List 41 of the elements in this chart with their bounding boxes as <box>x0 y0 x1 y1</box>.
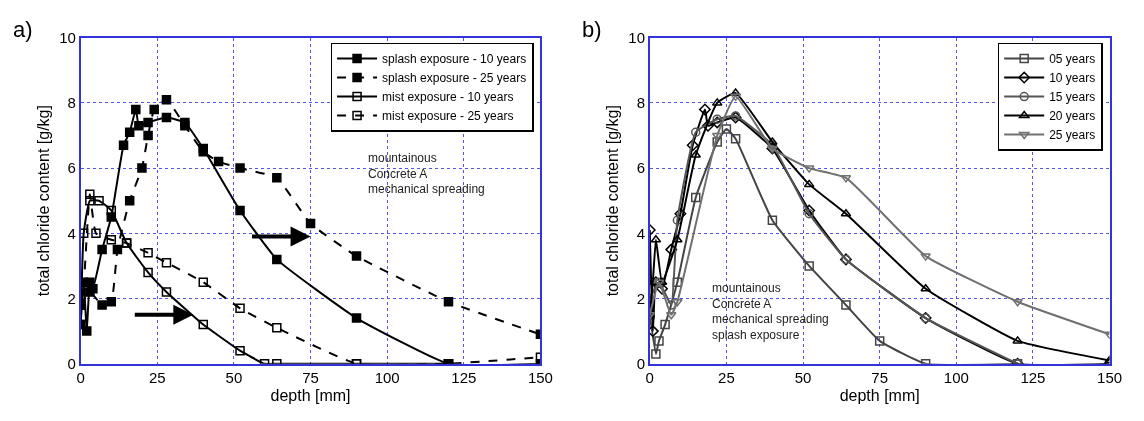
y-axis-title: total chloride content [g/kg] <box>34 105 52 297</box>
legend-label: splash exposure - 10 years <box>382 52 527 67</box>
x-axis-title: depth [mm] <box>270 386 351 404</box>
legend-label: 25 years <box>1049 128 1096 143</box>
x-tick-label: 50 <box>794 369 812 387</box>
x-tick-label: 75 <box>871 369 889 387</box>
x-tick-label: 125 <box>451 369 477 387</box>
x-tick-label: 150 <box>527 369 553 387</box>
x-tick-label: 75 <box>302 369 319 387</box>
x-tick-label: 150 <box>1097 369 1123 387</box>
y-tick-label: 2 <box>636 289 646 307</box>
y-tick-label: 4 <box>67 224 76 242</box>
y-tick-label: 10 <box>59 28 76 46</box>
legend-label: 05 years <box>1049 52 1096 67</box>
x-tick-label: 100 <box>943 369 969 387</box>
y-tick-label: 2 <box>67 289 76 307</box>
chart-title: a) <box>13 17 33 42</box>
y-tick-label: 6 <box>636 159 646 177</box>
y-tick-label: 4 <box>636 224 646 242</box>
chart-title: b) <box>582 17 602 42</box>
x-tick-label: 25 <box>718 369 735 387</box>
annotation: mountainous Concrete A mechanical spreading splash exposure <box>712 281 829 342</box>
y-tick-label: 6 <box>67 159 76 177</box>
legend-label: 10 years <box>1049 71 1096 86</box>
y-tick-label: 8 <box>67 94 76 112</box>
legend-label: mist exposure - 10 years <box>382 90 514 105</box>
y-tick-label: 0 <box>67 354 76 372</box>
x-tick-label: 100 <box>374 369 400 387</box>
x-tick-label: 50 <box>225 369 243 387</box>
y-tick-label: 8 <box>636 94 646 112</box>
legend-label: 15 years <box>1049 90 1096 105</box>
legend-label: mist exposure - 25 years <box>382 109 514 124</box>
legend-label: 20 years <box>1049 109 1096 124</box>
y-tick-label: 0 <box>636 354 646 372</box>
y-axis-title: total chloride content [g/kg] <box>603 105 621 297</box>
y-tick-label: 10 <box>628 28 646 46</box>
annotation: mountainous Concrete A mechanical spreading <box>368 151 485 197</box>
x-tick-label: 25 <box>148 369 166 387</box>
x-axis-title: depth [mm] <box>839 386 920 404</box>
legend-label: splash exposure - 25 years <box>382 71 527 86</box>
x-tick-label: 125 <box>1020 369 1046 387</box>
